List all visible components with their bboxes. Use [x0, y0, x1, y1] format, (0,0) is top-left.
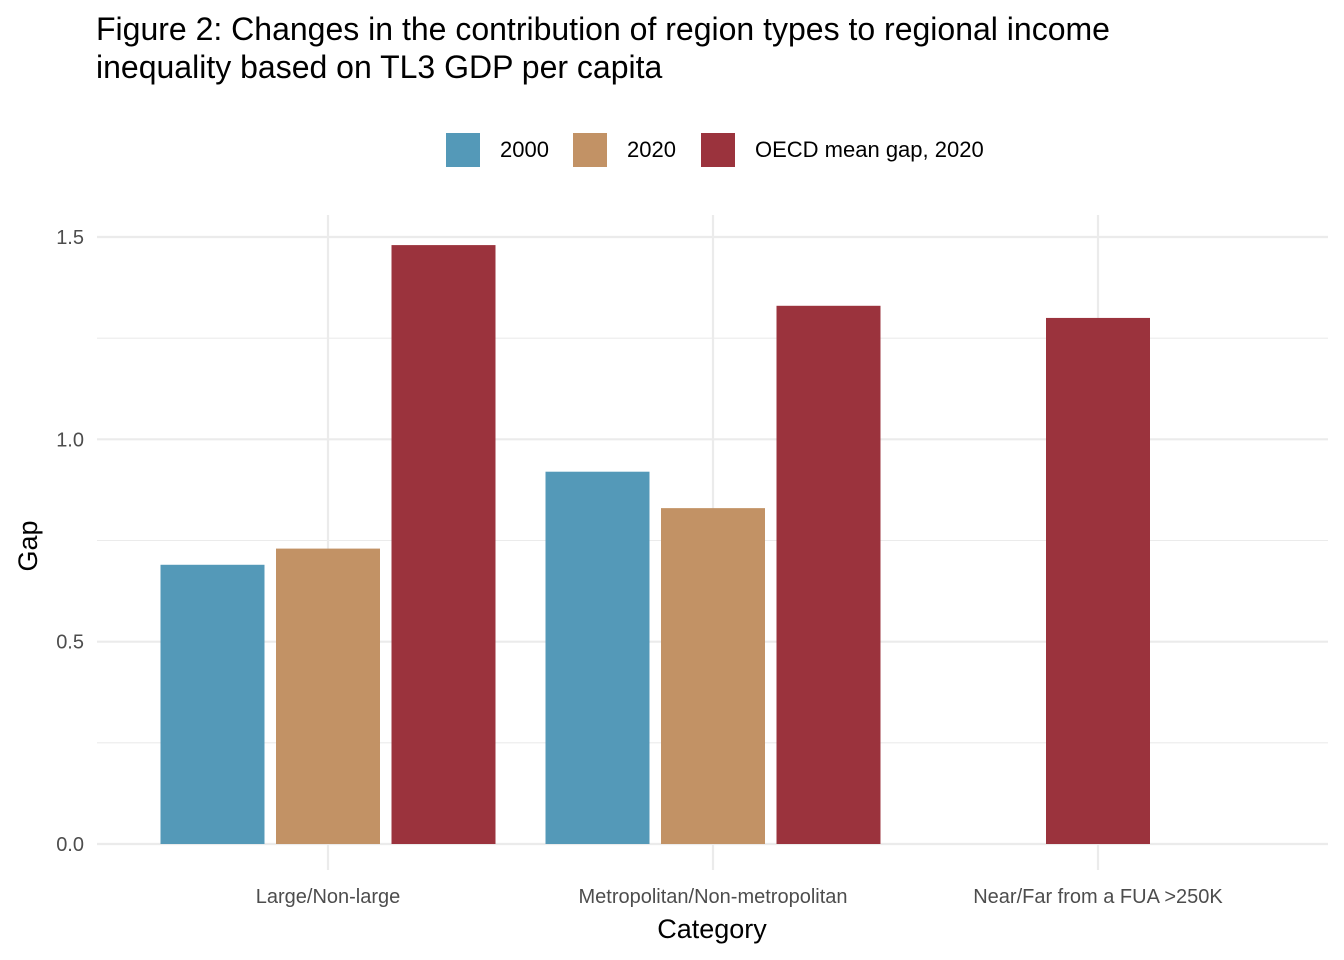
legend: 2000 2020 OECD mean gap, 2020 [0, 132, 1344, 168]
y-tick-label: 1.5 [56, 227, 84, 249]
x-tick-label-metropolitan-non-metropolitan: Metropolitan/Non-metropolitan [578, 886, 847, 908]
y-axis-title: Gap [13, 520, 43, 571]
legend-swatch-2000 [446, 133, 480, 167]
bar-large-non-large-2000 [160, 564, 265, 844]
bar-metropolitan-non-metropolitan-2000 [545, 471, 650, 844]
y-tick-label: 0.5 [56, 632, 84, 654]
y-tick-label: 0.0 [56, 834, 84, 856]
legend-label-2020: 2020 [627, 137, 676, 162]
x-tick-label-near-far-from-a-fua-250k: Near/Far from a FUA >250K [973, 886, 1223, 908]
bar-near-far-from-a-fua-250k-oecd-mean-gap-2020 [1046, 317, 1150, 844]
legend-item-oecd-mean-gap-2020: OECD mean gap, 2020 [701, 132, 984, 168]
legend-item-2000: 2000 [446, 132, 549, 168]
x-axis-ticks: Large/Non-large Metropolitan/Non-metropol… [256, 886, 1224, 908]
bars [160, 245, 1150, 845]
chart-title-line-1: Figure 2: Changes in the contribution of… [96, 11, 1110, 47]
legend-item-2020: 2020 [573, 132, 676, 168]
bar-metropolitan-non-metropolitan-2020 [661, 508, 765, 844]
legend-label-oecd-mean-gap-2020: OECD mean gap, 2020 [755, 137, 984, 162]
legend-swatch-oecd-mean-gap-2020 [701, 133, 735, 167]
legend-label-2000: 2000 [500, 137, 549, 162]
y-tick-label: 1.0 [56, 429, 84, 451]
bar-large-non-large-oecd-mean-gap-2020 [391, 245, 496, 845]
legend-swatch-2020 [573, 133, 607, 167]
bar-large-non-large-2020 [276, 548, 380, 844]
y-axis-ticks: 0.0 0.5 1.0 1.5 [56, 227, 84, 856]
x-axis-title: Category [657, 914, 767, 944]
bar-metropolitan-non-metropolitan-oecd-mean-gap-2020 [776, 305, 881, 844]
chart-title-line-2: inequality based on TL3 GDP per capita [96, 49, 663, 85]
chart-title: Figure 2: Changes in the contribution of… [96, 10, 1316, 86]
x-tick-label-large-non-large: Large/Non-large [256, 886, 401, 908]
